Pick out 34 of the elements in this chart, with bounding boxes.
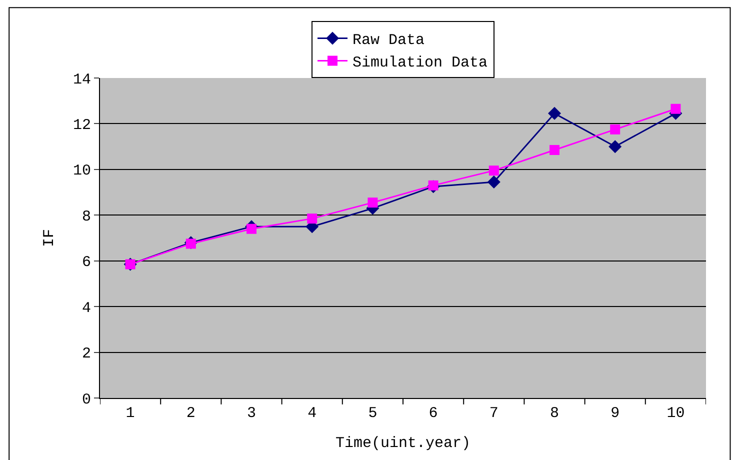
x-tick-label: 8 (550, 405, 560, 422)
x-axis-title: Time(uint.year) (335, 435, 471, 452)
x-tick-label: 6 (428, 405, 438, 422)
legend-label: Simulation Data (352, 54, 488, 72)
point (487, 176, 500, 188)
x-tick-label: 3 (246, 405, 256, 422)
y-tick-label: 14 (72, 71, 91, 88)
point (610, 124, 620, 134)
x-tick-label: 2 (186, 405, 196, 422)
y-tick-label: 12 (72, 116, 91, 134)
y-tick-label: 0 (82, 391, 91, 408)
point (548, 106, 561, 120)
point (307, 214, 318, 224)
point (670, 104, 681, 114)
y-tick-label: 2 (82, 346, 91, 363)
x-tick-label: 7 (489, 405, 498, 422)
legend-label: Raw Data (352, 32, 425, 50)
point (428, 180, 438, 190)
point (608, 140, 622, 154)
point (550, 145, 560, 155)
point (186, 238, 196, 249)
x-tick-label: 1 (126, 405, 135, 422)
y-axis-title: IF (41, 228, 58, 248)
y-tick-label: 6 (82, 254, 91, 272)
y-tick-label: 10 (72, 162, 91, 180)
point (488, 166, 499, 176)
x-tick-label: 10 (666, 405, 685, 422)
y-tick-label: 8 (82, 208, 91, 226)
point (246, 224, 256, 234)
x-tick-label: 4 (308, 405, 317, 422)
y-tick-label: 4 (82, 300, 91, 317)
point (368, 198, 378, 208)
x-tick-label: 9 (610, 405, 620, 422)
x-tick-label: 5 (368, 405, 378, 422)
